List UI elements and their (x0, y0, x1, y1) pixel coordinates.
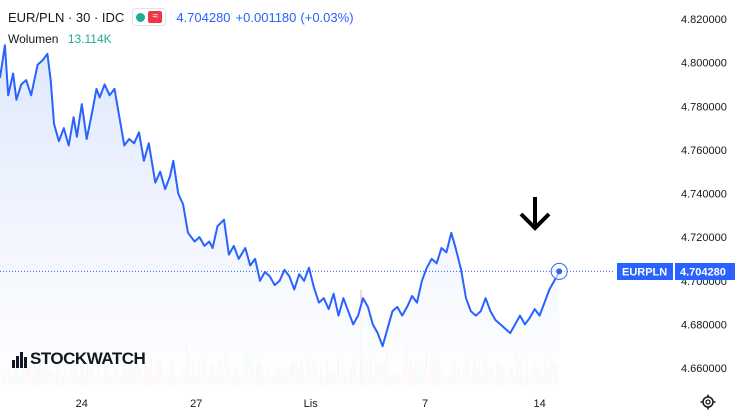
y-tick-label: 4.820000 (681, 14, 727, 26)
price-line[interactable] (0, 44, 561, 348)
market-open-dot-icon (136, 12, 146, 22)
y-tick-label: 4.780000 (681, 101, 727, 113)
price-change: +0.001180 (235, 9, 297, 25)
wave-icon: ≈ (148, 11, 163, 23)
y-tick-label: 4.760000 (681, 145, 727, 157)
badge-price: 4.704280 (680, 267, 726, 279)
x-tick-label: 24 (76, 398, 88, 410)
logo-text: STOCKWATCH (30, 349, 146, 368)
price-axis[interactable]: 4.820000 4.800000 4.780000 4.760000 4.740000… (681, 14, 727, 375)
x-tick-label: Lis (304, 398, 319, 410)
logo-bars-icon (12, 352, 28, 368)
y-tick-label: 4.680000 (681, 319, 727, 331)
x-tick-label: 7 (422, 398, 428, 410)
y-tick-label: 4.800000 (681, 58, 727, 70)
last-price-marker (556, 268, 563, 275)
down-arrow-annotation-icon[interactable] (519, 197, 551, 231)
price-area-fill (0, 45, 560, 385)
stockwatch-logo: STOCKWATCH (12, 349, 146, 368)
y-tick-label: 4.720000 (681, 232, 727, 244)
symbol-title[interactable]: EUR/PLN · 30 · IDC (8, 9, 125, 25)
settings-gear-icon[interactable] (700, 394, 716, 410)
volume-value: 13.114K (67, 32, 112, 46)
market-status-pill[interactable]: ≈ (132, 8, 167, 26)
last-price: 4.704280 (176, 9, 231, 25)
x-tick-label: 14 (533, 398, 545, 410)
y-tick-label: 4.740000 (681, 189, 727, 201)
time-axis[interactable]: 24 27 Lis 7 14 (76, 398, 546, 410)
y-tick-label: 4.660000 (681, 363, 727, 375)
x-tick-label: 27 (190, 398, 202, 410)
badge-symbol: EURPLN (622, 267, 667, 279)
price-change-percent: (+0.03%) (300, 9, 354, 25)
last-price-badge: EURPLN 4.704280 (617, 263, 735, 280)
chart-legend-header: EUR/PLN · 30 · IDC ≈ 4.704280 +0.001180 … (8, 8, 354, 26)
volume-label: Wolumen (8, 32, 59, 46)
volume-legend: Wolumen 13.114K (8, 32, 112, 46)
